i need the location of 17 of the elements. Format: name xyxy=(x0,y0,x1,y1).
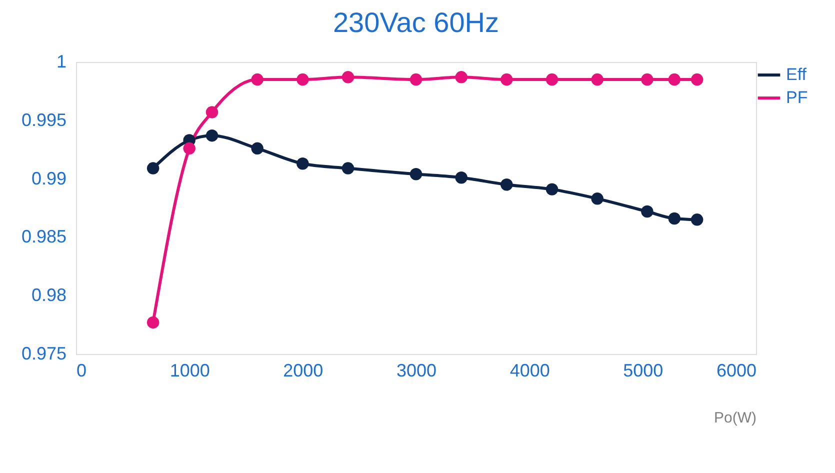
x-tick-label: 5000 xyxy=(623,360,664,380)
y-tick-label: 0.995 xyxy=(21,110,66,130)
x-axis-title: Po(W) xyxy=(714,410,756,426)
x-tick-label: 2000 xyxy=(283,360,324,380)
y-tick-label: 0.975 xyxy=(21,344,66,364)
x-tick-label: 4000 xyxy=(510,360,550,380)
x-tick-label: 6000 xyxy=(716,360,756,380)
x-tick-label: 3000 xyxy=(396,360,437,380)
y-tick-label: 0.99 xyxy=(31,168,66,188)
y-tick-label: 0.98 xyxy=(31,285,66,306)
x-tick-label: 0 xyxy=(76,360,87,380)
y-tick-label: 0.985 xyxy=(21,226,66,247)
legend-label: Eff xyxy=(786,65,807,84)
legend-label: PF xyxy=(786,88,808,107)
chart-title: 230Vac 60Hz xyxy=(332,7,500,38)
x-tick-label: 1000 xyxy=(170,360,210,380)
y-tick-label: 1 xyxy=(56,52,66,72)
